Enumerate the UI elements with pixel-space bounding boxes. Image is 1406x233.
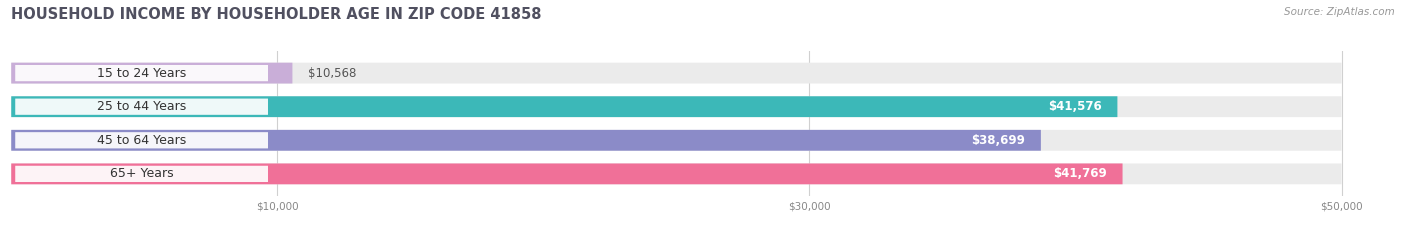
Text: HOUSEHOLD INCOME BY HOUSEHOLDER AGE IN ZIP CODE 41858: HOUSEHOLD INCOME BY HOUSEHOLDER AGE IN Z… — [11, 7, 541, 22]
FancyBboxPatch shape — [11, 96, 1341, 117]
Text: Source: ZipAtlas.com: Source: ZipAtlas.com — [1284, 7, 1395, 17]
Text: 65+ Years: 65+ Years — [110, 167, 173, 180]
Text: 25 to 44 Years: 25 to 44 Years — [97, 100, 186, 113]
Text: 45 to 64 Years: 45 to 64 Years — [97, 134, 186, 147]
FancyBboxPatch shape — [11, 164, 1341, 184]
Text: $41,769: $41,769 — [1053, 167, 1107, 180]
FancyBboxPatch shape — [11, 130, 1341, 151]
FancyBboxPatch shape — [11, 164, 1122, 184]
Text: $38,699: $38,699 — [972, 134, 1025, 147]
FancyBboxPatch shape — [11, 63, 292, 83]
Text: $41,576: $41,576 — [1047, 100, 1101, 113]
FancyBboxPatch shape — [15, 166, 269, 182]
FancyBboxPatch shape — [15, 99, 269, 115]
Text: 15 to 24 Years: 15 to 24 Years — [97, 67, 186, 80]
FancyBboxPatch shape — [11, 96, 1118, 117]
FancyBboxPatch shape — [11, 63, 1341, 83]
Text: $10,568: $10,568 — [308, 67, 357, 80]
FancyBboxPatch shape — [11, 130, 1040, 151]
FancyBboxPatch shape — [15, 132, 269, 148]
FancyBboxPatch shape — [15, 65, 269, 81]
